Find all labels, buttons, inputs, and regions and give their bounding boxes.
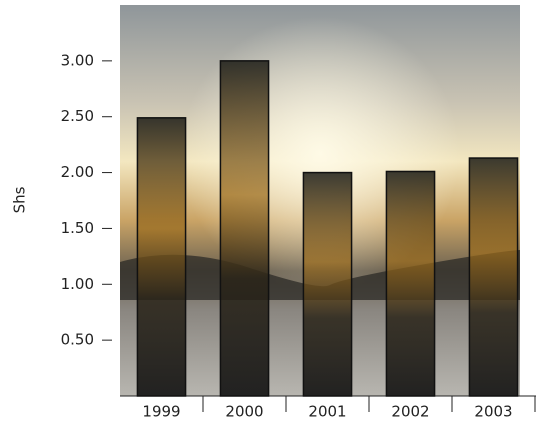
y-tick-label: 1.00 xyxy=(61,275,94,293)
y-axis-label: Shs xyxy=(11,186,29,213)
x-tick-label: 2002 xyxy=(391,403,429,421)
x-tick-label: 2003 xyxy=(474,403,512,421)
y-tick-label: 2.50 xyxy=(61,107,94,125)
bar xyxy=(385,170,436,397)
y-tick-label: 0.50 xyxy=(61,331,94,349)
y-tick-label: 1.50 xyxy=(61,219,94,237)
bar xyxy=(136,117,187,397)
y-tick-label: 2.00 xyxy=(61,163,94,181)
x-tick-label: 2001 xyxy=(308,403,346,421)
x-tick-label: 2000 xyxy=(225,403,263,421)
bar xyxy=(219,60,270,397)
bar xyxy=(468,157,519,397)
x-tick-label: 1999 xyxy=(142,403,180,421)
bar xyxy=(302,171,353,397)
y-tick-label: 3.00 xyxy=(61,51,94,69)
